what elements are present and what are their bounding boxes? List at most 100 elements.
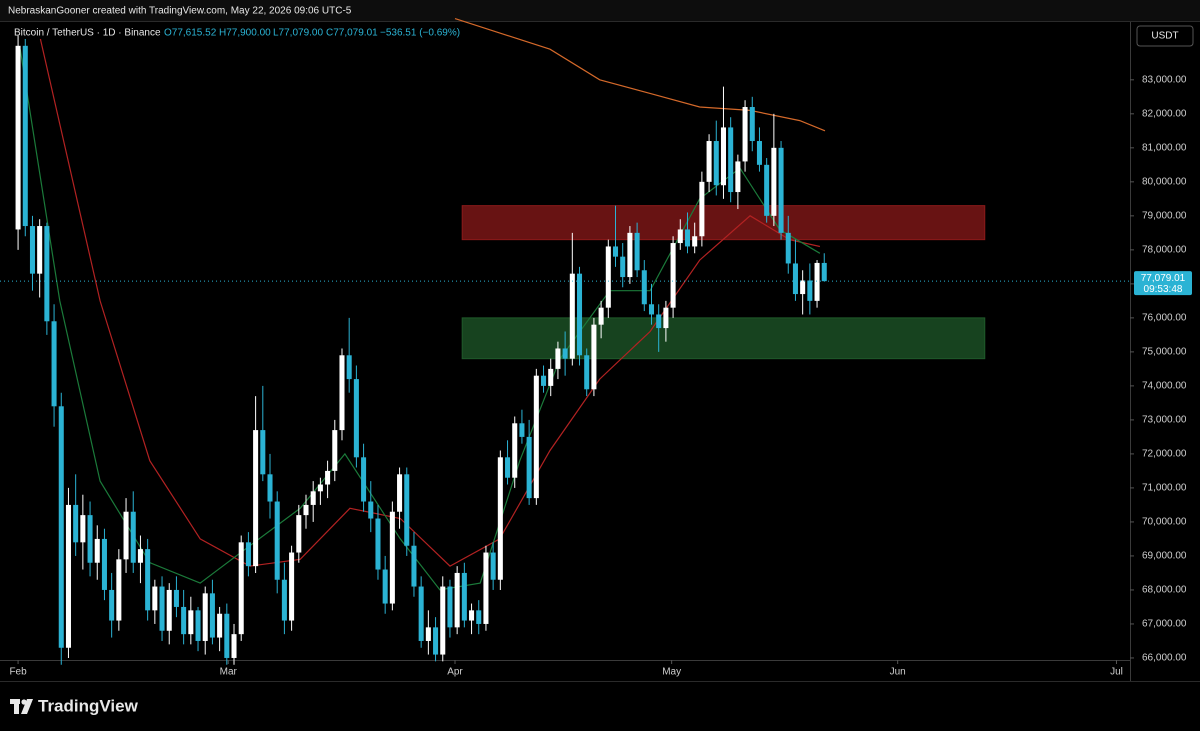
x-tick-label: Jun xyxy=(890,667,906,678)
candle-body xyxy=(814,262,820,301)
top-bar xyxy=(0,0,1200,21)
candle-body xyxy=(339,355,345,431)
candle-body xyxy=(548,368,554,386)
candle-body xyxy=(166,589,172,631)
countdown: 09:53:48 xyxy=(1144,284,1183,295)
candle-body xyxy=(317,484,323,492)
candle-body xyxy=(245,542,251,567)
candle-body xyxy=(217,613,223,638)
attribution: NebraskanGooner created with TradingView… xyxy=(8,6,352,17)
candle-body xyxy=(101,538,107,590)
candle-body xyxy=(670,243,676,308)
symbol-title: Bitcoin / TetherUS · 1D · Binance xyxy=(14,28,161,39)
high-text: H77,900.00 xyxy=(219,28,271,39)
candle-body xyxy=(375,518,381,570)
low-text: L77,079.00 xyxy=(273,28,323,39)
candle-body xyxy=(195,610,201,641)
candle-body xyxy=(800,280,806,295)
plot-area xyxy=(0,18,1130,665)
candle-body xyxy=(231,634,237,658)
candle-body xyxy=(397,474,403,512)
candle-body xyxy=(137,549,143,563)
y-tick-label: 70,000.00 xyxy=(1142,517,1187,528)
candle-body xyxy=(145,549,151,611)
x-tick-label: Jul xyxy=(1110,667,1123,678)
y-tick-label: 81,000.00 xyxy=(1142,142,1187,153)
candle-body xyxy=(512,423,518,478)
candle-body xyxy=(454,572,460,628)
candle-body xyxy=(404,474,410,546)
candle-body xyxy=(80,515,86,543)
close-text: C77,079.01 xyxy=(326,28,378,39)
candle-body xyxy=(764,164,770,216)
candle-body xyxy=(296,515,302,553)
candle-body xyxy=(612,246,619,257)
candle-body xyxy=(274,501,280,580)
candle-body xyxy=(65,504,71,648)
candle-body xyxy=(627,232,633,278)
brand: TradingView xyxy=(38,696,139,715)
y-tick-label: 68,000.00 xyxy=(1142,585,1187,596)
open-text: O77,615.52 xyxy=(164,28,217,39)
candle-body xyxy=(663,307,669,329)
x-tick-label: May xyxy=(662,667,681,678)
candle-body xyxy=(159,586,165,631)
candle-body xyxy=(382,569,388,604)
candle-body xyxy=(181,606,187,635)
candle-body xyxy=(749,107,755,142)
candle-body xyxy=(260,430,266,475)
candle-body xyxy=(526,436,532,499)
candle-body xyxy=(541,375,547,386)
candle-body xyxy=(224,613,230,658)
currency[interactable]: USDT xyxy=(1151,31,1178,42)
candle-body xyxy=(620,256,626,278)
candle-body xyxy=(497,457,503,580)
candle-body xyxy=(73,504,79,543)
candle-body xyxy=(469,610,475,621)
candle-body xyxy=(533,375,539,499)
y-tick-label: 74,000.00 xyxy=(1142,381,1187,392)
zone xyxy=(461,317,986,360)
candle-body xyxy=(562,348,568,359)
candle-body xyxy=(569,273,575,359)
candle-body xyxy=(598,307,604,325)
y-tick-label: 67,000.00 xyxy=(1142,619,1187,630)
y-tick-label: 76,000.00 xyxy=(1142,313,1187,324)
candle-body xyxy=(310,491,316,505)
x-tick-label: Feb xyxy=(9,667,27,678)
candle-body xyxy=(368,501,374,519)
candle-body xyxy=(109,589,115,621)
candle-body xyxy=(728,127,734,193)
candle-body xyxy=(677,229,683,244)
legend: Bitcoin / TetherUS · 1D · Binance O77,61… xyxy=(14,28,460,39)
candle-body xyxy=(209,593,215,638)
last-price-box xyxy=(1134,271,1192,296)
candle-body xyxy=(641,270,647,305)
candle-body xyxy=(346,355,352,380)
y-tick-label: 83,000.00 xyxy=(1142,74,1187,85)
candle-body xyxy=(605,246,611,308)
zone xyxy=(461,205,986,241)
candle-body xyxy=(29,226,35,274)
candle-body xyxy=(44,226,50,322)
candle-body xyxy=(648,304,655,315)
y-tick-label: 66,000.00 xyxy=(1142,653,1187,664)
candle-body xyxy=(476,610,482,624)
candle-body xyxy=(692,236,698,247)
candle-body xyxy=(447,586,453,628)
candle-body xyxy=(771,147,777,216)
candle-body xyxy=(253,430,259,567)
moving-average xyxy=(454,18,826,132)
candle-body xyxy=(656,314,662,329)
candle-body xyxy=(94,538,100,563)
candle-body xyxy=(555,348,561,369)
y-tick-label: 80,000.00 xyxy=(1142,176,1187,187)
candle-body xyxy=(483,552,489,624)
change-text: −536.51 (−0.69%) xyxy=(380,28,460,39)
y-tick-label: 72,000.00 xyxy=(1142,449,1187,460)
candle-body xyxy=(37,226,43,274)
currency-button[interactable] xyxy=(1136,25,1194,47)
candle-body xyxy=(756,141,762,165)
